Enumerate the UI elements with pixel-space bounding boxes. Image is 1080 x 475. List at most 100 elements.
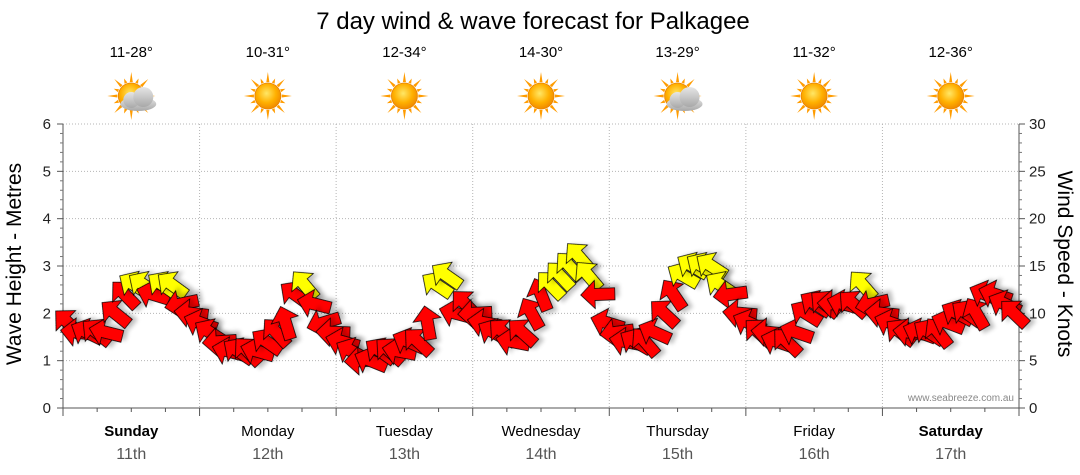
wind-arrow <box>432 261 465 291</box>
right-tick-label: 15 <box>1029 258 1046 275</box>
sun-ray <box>408 108 412 114</box>
sun-ray <box>397 108 401 114</box>
sun-ray <box>266 109 270 120</box>
wind-arrow <box>651 300 682 330</box>
right-tick-label: 25 <box>1029 163 1046 180</box>
left-tick-label: 6 <box>43 116 51 133</box>
temperature-label: 12-34° <box>382 44 426 61</box>
sun-ray <box>124 108 128 114</box>
wind-arrow <box>580 279 616 310</box>
sun-ray <box>129 72 133 83</box>
sun-ray <box>418 94 429 98</box>
sun-ray <box>386 99 393 104</box>
sun-ray <box>280 99 286 104</box>
right-tick-label: 5 <box>1029 353 1037 370</box>
sun-ray <box>933 88 939 93</box>
left-tick-label: 3 <box>43 258 51 275</box>
wind-arrow <box>270 306 300 342</box>
sun-ray <box>933 104 942 113</box>
sun-disc <box>800 82 828 110</box>
sun-ray <box>380 94 391 98</box>
sun-ray <box>822 104 832 113</box>
left-tick-label: 1 <box>43 353 51 370</box>
sun-ray <box>949 109 953 120</box>
sun-ray <box>933 99 939 104</box>
sun-ray <box>524 79 533 88</box>
grid-lines <box>63 123 1019 408</box>
sun-ray <box>790 94 801 98</box>
sunny-icon <box>380 72 429 120</box>
sun-ray <box>660 79 669 88</box>
sun-ray <box>954 78 958 84</box>
sun-ray <box>276 79 285 88</box>
wind-arrow <box>412 305 442 342</box>
sun-ray <box>681 78 685 84</box>
day-date-label: 15th <box>662 446 693 463</box>
wind-arrow-series <box>55 243 1031 376</box>
sun-ray <box>114 79 123 88</box>
sun-disc <box>254 82 282 110</box>
sun-ray <box>107 94 118 98</box>
sunny-icon <box>517 72 565 120</box>
left-tick-label: 2 <box>43 305 51 322</box>
sun-ray <box>539 72 543 83</box>
cloud-puff <box>679 87 700 107</box>
wind-arrow <box>961 298 991 332</box>
sun-ray <box>402 72 406 83</box>
sun-ray <box>818 78 822 84</box>
temperature-label: 11-28° <box>110 44 153 61</box>
sun-ray <box>962 88 969 93</box>
wind-arrow-shape <box>315 317 351 348</box>
sun-ray <box>266 72 270 83</box>
sun-ray <box>933 79 942 88</box>
sun-ray <box>402 109 406 120</box>
weather-icon-row <box>107 72 975 120</box>
right-tick-label: 30 <box>1029 116 1046 133</box>
sun-ray <box>271 108 276 114</box>
sun-ray <box>818 108 822 114</box>
sun-disc <box>391 82 418 110</box>
sun-ray <box>276 104 285 113</box>
credit-text: www.seabreeze.com.au <box>907 393 1014 404</box>
wind-arrow-shape <box>1001 300 1031 330</box>
wind-arrow-shape <box>651 300 682 330</box>
sunny-icon <box>926 72 975 120</box>
sun-ray <box>959 79 968 88</box>
sun-ray <box>250 88 256 93</box>
day-date-label: 16th <box>799 446 830 463</box>
sun-ray <box>416 88 422 93</box>
sun-ray <box>250 99 256 104</box>
sun-ray <box>260 108 264 114</box>
sun-ray <box>676 72 680 83</box>
wind-arrow <box>315 317 351 348</box>
sun-ray <box>533 78 538 84</box>
sun-ray <box>943 108 947 114</box>
sun-ray <box>826 88 832 93</box>
wind-arrow <box>659 279 689 313</box>
temperature-row: 11-28° 10-31° 12-34° 14-30° 13-29° 11-32° 12-3… <box>110 44 973 61</box>
sun-ray <box>660 99 666 104</box>
sun-ray <box>660 88 666 93</box>
sun-ray <box>413 104 422 113</box>
sun-ray <box>397 78 401 84</box>
sun-ray <box>943 78 947 84</box>
sun-ray <box>670 78 674 84</box>
left-tick-label: 5 <box>43 163 51 180</box>
sun-ray <box>796 88 802 93</box>
sun-ray <box>670 108 674 114</box>
chart-title: 7 day wind & wave forecast for Palkagee <box>316 8 750 35</box>
day-name-label: Thursday <box>646 423 709 440</box>
wind-arrow-shape <box>580 279 616 310</box>
sun-ray <box>549 104 558 113</box>
temperature-label: 11-32° <box>793 44 836 61</box>
cloud-shape <box>666 87 703 111</box>
sun-ray <box>653 94 664 98</box>
sun-ray <box>387 104 396 113</box>
sun-ray <box>517 94 528 98</box>
sun-ray <box>250 79 260 88</box>
sun-ray <box>114 104 123 113</box>
day-name-label: Friday <box>793 423 835 440</box>
left-tick-label: 0 <box>43 400 51 417</box>
wind-arrow-shape <box>638 317 673 346</box>
